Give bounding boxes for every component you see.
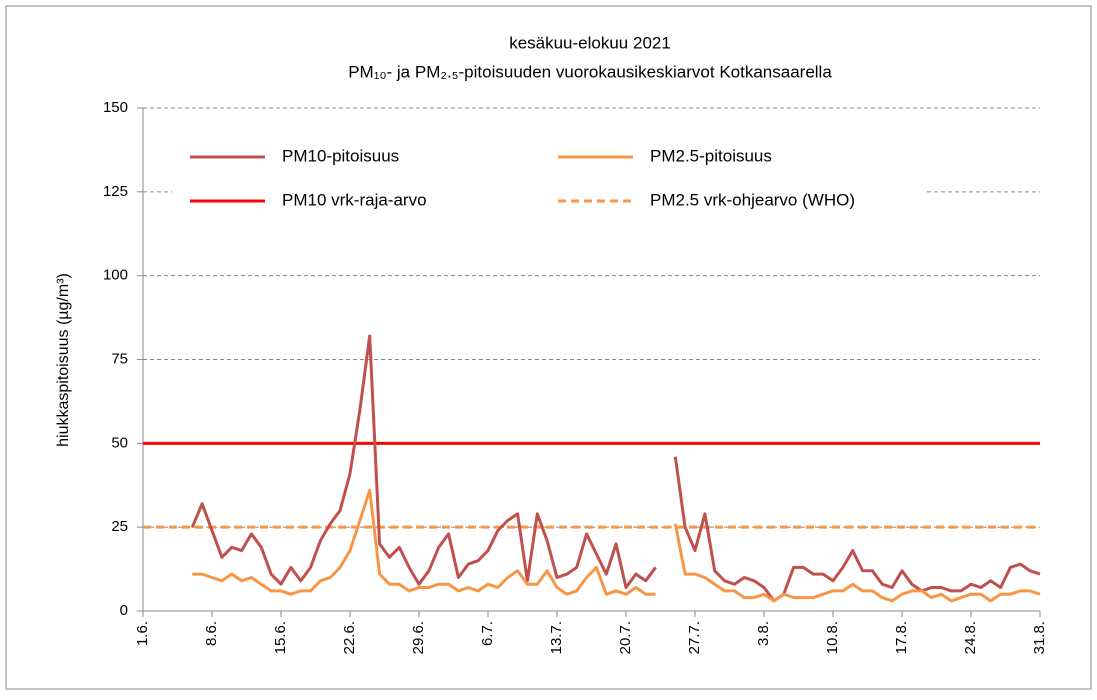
x-tick-label: 27.7.: [686, 621, 703, 654]
x-tick-label: 10.8.: [824, 621, 841, 654]
x-tick-label: 3.8.: [755, 621, 772, 646]
series-line: [190, 334, 1041, 603]
y-tick-label: 75: [111, 350, 128, 367]
chart-subtitle: PM₁₀- ja PM₂.₅-pitoisuuden vuorokausikes…: [348, 62, 832, 81]
y-tick-label: 150: [103, 99, 128, 116]
y-tick-label: 125: [103, 183, 128, 200]
x-tick-label: 31.8.: [1031, 621, 1048, 654]
y-tick-label: 25: [111, 518, 128, 535]
legend-label: PM10 vrk-raja-arvo: [282, 190, 427, 209]
chart-title: kesäkuu-elokuu 2021: [509, 33, 671, 52]
y-tick-label: 100: [103, 267, 128, 284]
y-tick-label: 0: [120, 602, 128, 619]
x-tick-label: 24.8.: [962, 621, 979, 654]
x-tick-label: 17.8.: [893, 621, 910, 654]
y-axis-label: hiukkaspitoisuus (µg/m³): [55, 273, 72, 447]
x-tick-label: 20.7.: [617, 621, 634, 654]
x-tick-label: 15.6.: [272, 621, 289, 654]
series-line: [192, 488, 1041, 603]
legend-label: PM2.5 vrk-ohjearvo (WHO): [650, 190, 855, 209]
legend-label: PM10-pitoisuus: [282, 146, 399, 165]
x-tick-label: 22.6.: [341, 621, 358, 654]
y-tick-label: 50: [111, 434, 128, 451]
x-tick-label: 1.6.: [134, 621, 151, 646]
legend-label: PM2.5-pitoisuus: [650, 146, 772, 165]
legend-box: [172, 136, 924, 220]
x-tick-label: 8.6.: [203, 621, 220, 646]
x-tick-label: 13.7.: [548, 621, 565, 654]
x-tick-label: 29.6.: [410, 621, 427, 654]
x-tick-label: 6.7.: [479, 621, 496, 646]
